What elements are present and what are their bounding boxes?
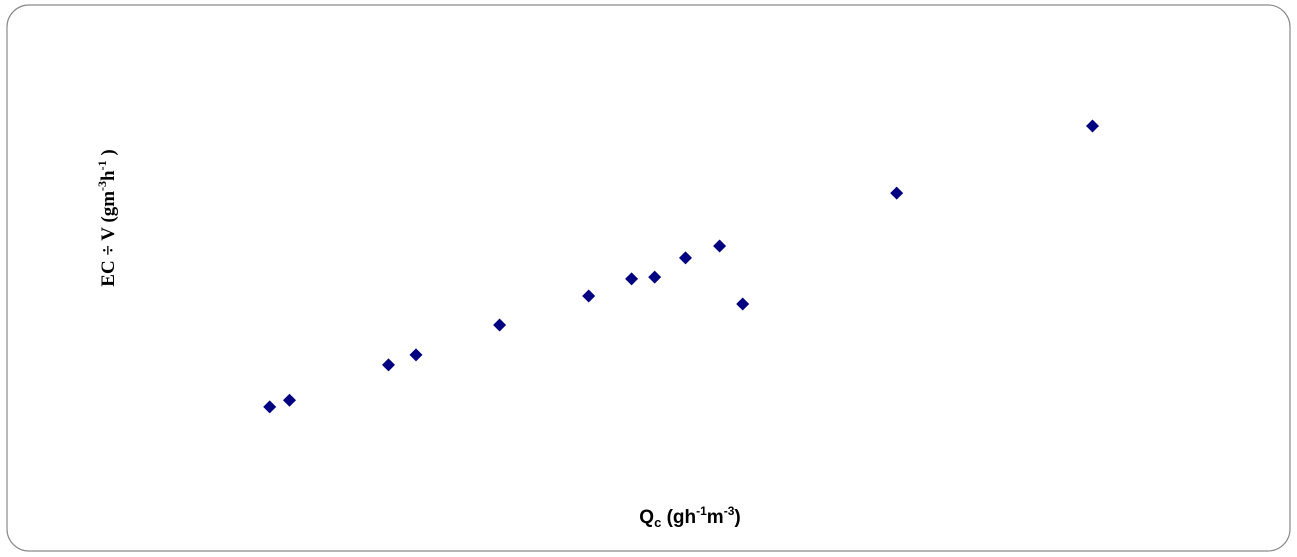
label-part: Q bbox=[639, 507, 654, 528]
label-part: h bbox=[98, 170, 119, 181]
label-part: ) bbox=[98, 149, 119, 160]
data-point bbox=[648, 270, 662, 284]
label-part: ) bbox=[734, 507, 740, 528]
label-part: -3 bbox=[724, 504, 735, 518]
label-part: m bbox=[707, 507, 724, 528]
data-point bbox=[1086, 119, 1099, 133]
data-point bbox=[713, 239, 727, 253]
data-point bbox=[493, 318, 507, 332]
y-axis-label: EC ÷ V (gm-3h-1 ) bbox=[95, 149, 119, 286]
data-point bbox=[736, 297, 750, 311]
label-part: -3 bbox=[95, 181, 109, 191]
chart-frame bbox=[6, 4, 1291, 552]
label-part: c bbox=[654, 515, 661, 530]
data-point bbox=[409, 348, 423, 362]
label-part: EC ÷ V (gm bbox=[98, 191, 119, 287]
data-point bbox=[679, 251, 692, 265]
data-point bbox=[890, 186, 904, 200]
x-axis-label: Qc (gh-1m-3) bbox=[639, 504, 740, 530]
data-point bbox=[283, 393, 296, 407]
data-point bbox=[625, 272, 639, 286]
label-part: -1 bbox=[696, 504, 707, 518]
label-part: -1 bbox=[95, 160, 109, 170]
data-point bbox=[382, 358, 395, 372]
data-point bbox=[582, 289, 596, 303]
data-point bbox=[263, 400, 277, 414]
label-part: (gh bbox=[661, 507, 696, 528]
